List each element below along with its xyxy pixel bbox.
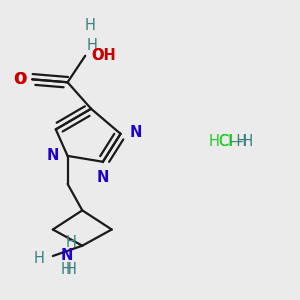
Text: N: N: [46, 148, 59, 164]
Text: O: O: [14, 72, 26, 87]
Text: N: N: [60, 248, 73, 263]
Text: H: H: [60, 262, 71, 278]
Text: N: N: [97, 170, 109, 185]
Text: HCl: HCl: [209, 134, 234, 149]
Text: H: H: [33, 251, 44, 266]
Text: O: O: [13, 72, 26, 87]
Text: –H: –H: [236, 134, 253, 149]
Text: H: H: [66, 235, 77, 250]
Text: –H: –H: [230, 134, 248, 149]
Text: O: O: [92, 48, 104, 63]
Text: Cl: Cl: [218, 134, 232, 149]
Text: H: H: [66, 262, 77, 277]
Text: N: N: [129, 125, 142, 140]
Text: H: H: [84, 18, 95, 33]
Text: OH: OH: [92, 48, 116, 63]
Text: H: H: [87, 38, 98, 53]
